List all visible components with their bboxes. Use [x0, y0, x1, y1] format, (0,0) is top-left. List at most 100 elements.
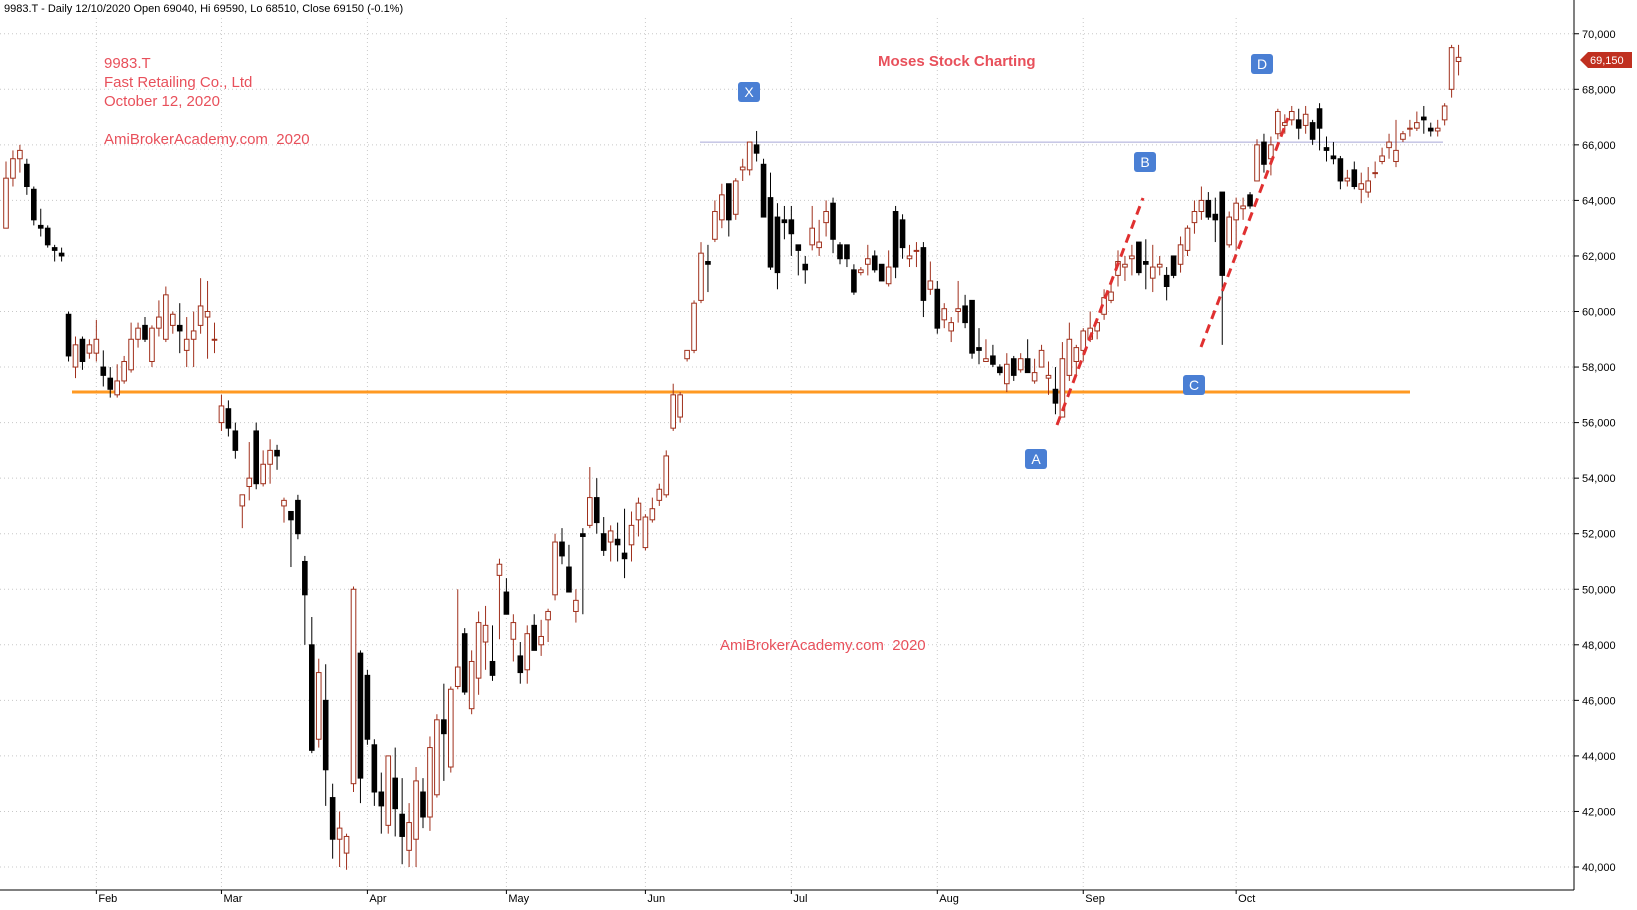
candle	[329, 783, 336, 859]
candle	[1379, 147, 1385, 165]
candle	[531, 614, 538, 651]
candle	[1191, 200, 1198, 234]
candle-body	[1108, 291, 1114, 301]
candle	[1080, 328, 1087, 362]
y-tick-label: 42,000	[1582, 806, 1616, 818]
candle-body	[454, 666, 461, 687]
candle	[1233, 197, 1239, 251]
candle	[732, 178, 739, 220]
candle-body	[920, 247, 927, 301]
candle-body	[482, 624, 489, 643]
candle-body	[51, 247, 58, 251]
candle-body	[1122, 263, 1128, 268]
candle-body	[232, 430, 239, 451]
candle-body	[545, 610, 551, 621]
candle-body	[1080, 330, 1087, 351]
candle-body	[79, 338, 86, 362]
candle	[739, 158, 746, 181]
candle	[1358, 172, 1365, 204]
chart-title: 9983.T - Daily 12/10/2020 Open 69040, Hi…	[4, 3, 403, 15]
candle-body	[302, 560, 308, 596]
candle	[100, 350, 107, 387]
candle	[10, 150, 16, 187]
candle-body	[1288, 111, 1295, 121]
candle	[17, 144, 23, 173]
candle-body	[1351, 169, 1358, 188]
candle-body	[1309, 122, 1316, 140]
candle-body	[1191, 211, 1198, 224]
candle-body	[844, 244, 850, 260]
candle	[1052, 367, 1059, 415]
annotation-brand: Moses Stock Charting	[878, 53, 1036, 70]
candle-body	[427, 747, 433, 818]
candle-body	[976, 347, 982, 351]
candle-body	[656, 488, 663, 501]
candle	[406, 803, 412, 867]
candle-body	[176, 324, 183, 332]
candle	[670, 383, 677, 431]
candle	[878, 263, 885, 282]
candle-body	[420, 791, 426, 818]
candle-body	[406, 822, 412, 851]
candle-body	[1240, 205, 1246, 210]
candle	[1149, 244, 1156, 293]
candle	[1066, 322, 1073, 381]
candle-body	[1129, 255, 1135, 260]
candle-body	[677, 394, 683, 418]
candle	[920, 242, 927, 318]
candle	[545, 608, 551, 643]
candle-body	[983, 358, 989, 362]
candle	[315, 658, 322, 748]
candle	[114, 364, 121, 398]
candle-body	[1434, 127, 1441, 132]
candle-body	[1261, 141, 1267, 165]
candle	[844, 244, 850, 268]
candle	[851, 264, 857, 295]
annotation-watermark-mid: AmiBrokerAcademy.com 2020	[720, 637, 926, 654]
candle	[274, 444, 280, 470]
candle	[1414, 111, 1420, 131]
candle	[635, 497, 642, 537]
candle	[941, 303, 948, 329]
candle-body	[767, 197, 774, 268]
candle	[24, 158, 30, 195]
candle	[1427, 122, 1434, 137]
candle-body	[1163, 274, 1170, 288]
candle	[719, 183, 725, 229]
candle	[322, 664, 329, 806]
candle-body	[739, 166, 746, 171]
candle-body	[1170, 255, 1177, 276]
candle	[712, 200, 718, 243]
annotation-symbol: 9983.T	[104, 55, 151, 72]
candle-body	[1323, 147, 1330, 151]
y-tick-label: 48,000	[1582, 640, 1616, 652]
annotation-date: October 12, 2020	[104, 93, 220, 110]
candle-body	[1372, 172, 1378, 175]
candle-body	[246, 477, 253, 487]
candle	[795, 244, 802, 276]
candle-body	[260, 463, 266, 485]
candle-body	[107, 377, 114, 390]
candle	[1261, 133, 1267, 173]
candle-body	[142, 324, 148, 340]
candle	[1302, 105, 1309, 134]
candle-body	[809, 227, 816, 246]
candle-body	[149, 327, 155, 362]
candle	[1212, 197, 1219, 243]
candle-body	[93, 338, 100, 354]
y-tick-label: 68,000	[1582, 84, 1616, 96]
candle-body	[1330, 155, 1337, 160]
candle	[454, 589, 461, 690]
candle	[1129, 244, 1135, 276]
candle-body	[830, 202, 836, 240]
candle	[705, 244, 711, 293]
candle	[58, 247, 65, 262]
candle-body	[1393, 149, 1399, 163]
candle	[927, 261, 934, 295]
candle	[65, 311, 72, 362]
candle	[1455, 44, 1462, 76]
candle	[246, 442, 253, 501]
candle-body	[274, 449, 280, 457]
point-label-a-text: A	[1031, 451, 1041, 467]
candle	[239, 494, 246, 529]
